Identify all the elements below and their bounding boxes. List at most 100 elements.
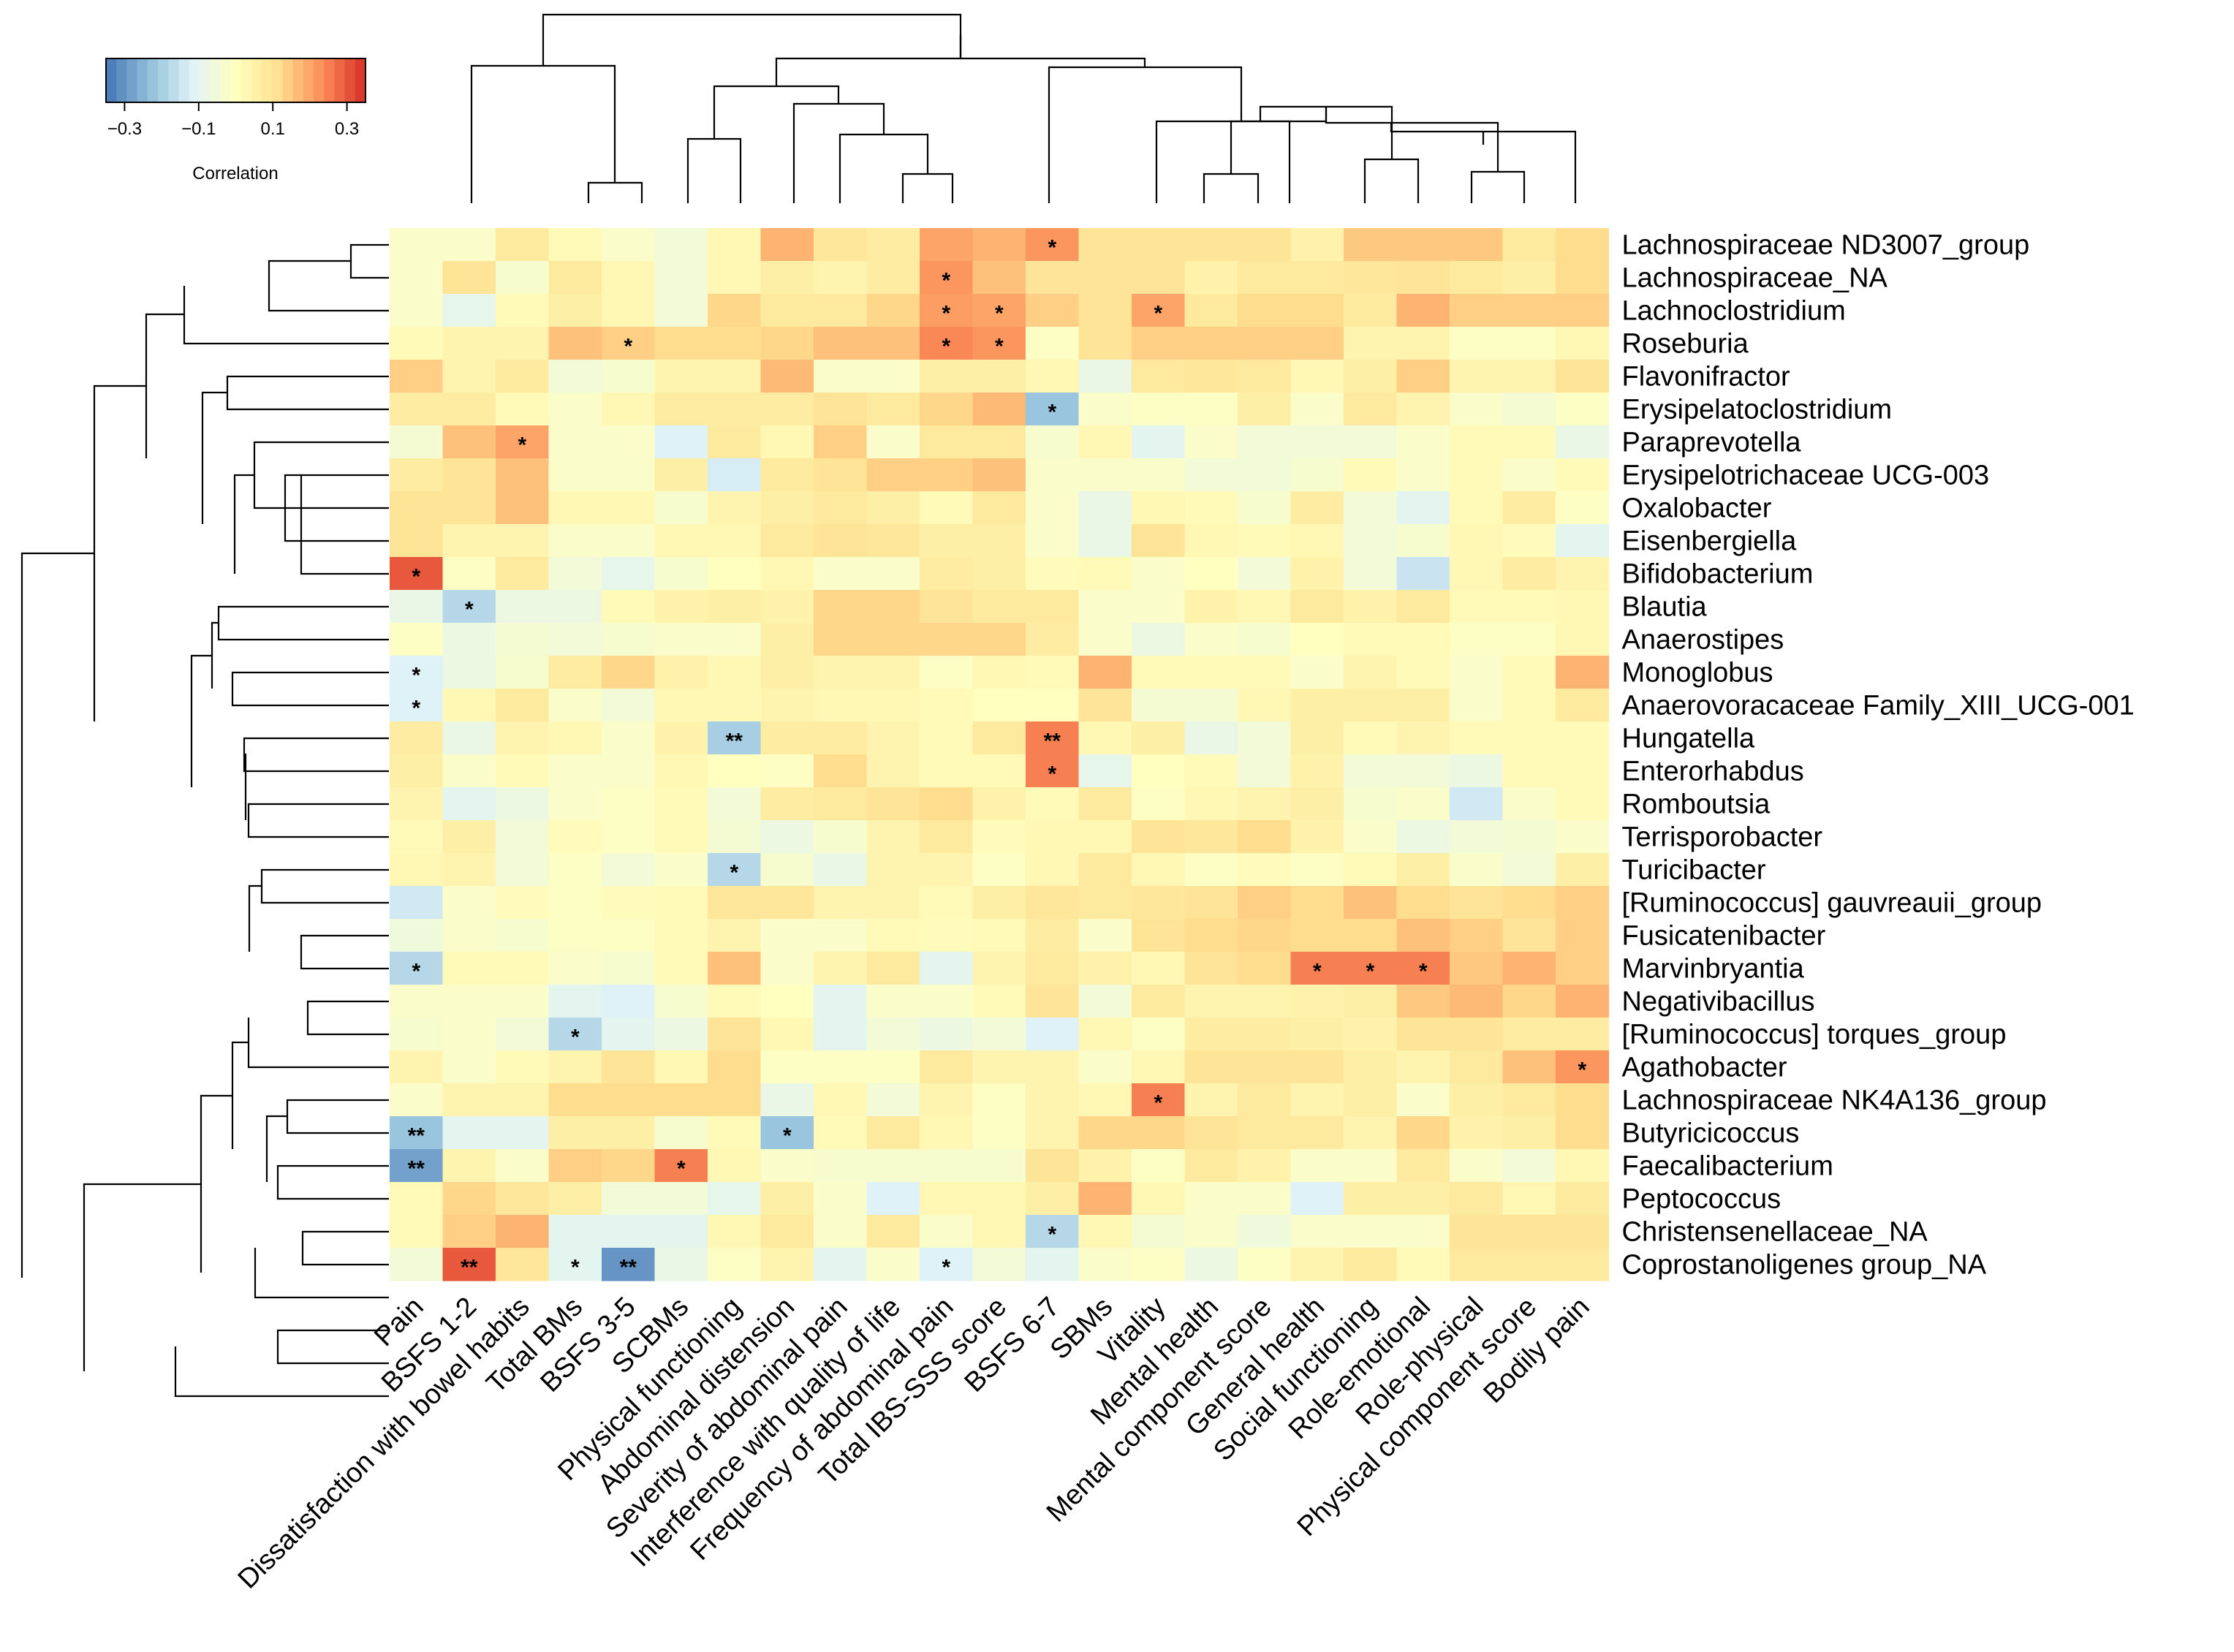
heatmap-cell bbox=[1344, 491, 1398, 525]
heatmap-cell bbox=[708, 853, 762, 887]
heatmap-cell bbox=[1450, 919, 1504, 952]
heatmap-cell bbox=[1344, 820, 1398, 854]
heatmap-cell bbox=[1396, 919, 1450, 952]
heatmap-cell bbox=[390, 952, 444, 985]
heatmap-cell bbox=[920, 1116, 974, 1150]
heatmap-cell bbox=[1450, 425, 1504, 459]
heatmap-cell bbox=[1078, 721, 1132, 755]
heatmap-cell bbox=[602, 425, 656, 459]
heatmap-cell bbox=[1344, 1182, 1398, 1216]
heatmap-cell bbox=[972, 1083, 1026, 1117]
heatmap-cell bbox=[1290, 886, 1344, 920]
legend-swatch bbox=[272, 58, 283, 102]
significance-mark: * bbox=[1048, 1223, 1056, 1247]
heatmap-cell bbox=[920, 458, 974, 492]
heatmap-cell bbox=[814, 228, 868, 262]
heatmap-cell bbox=[390, 491, 444, 525]
heatmap-cell bbox=[1290, 1018, 1344, 1051]
heatmap-cell bbox=[1344, 985, 1398, 1018]
heatmap-cell bbox=[866, 393, 920, 426]
row-label: Lachnospiraceae_NA bbox=[1622, 263, 1888, 294]
heatmap-cell bbox=[1078, 1248, 1132, 1281]
row-label: Romboutsia bbox=[1622, 789, 1771, 820]
heatmap-cell bbox=[602, 360, 656, 393]
heatmap-cell bbox=[708, 1248, 762, 1281]
heatmap-cell bbox=[654, 360, 708, 393]
heatmap-cell bbox=[1078, 1083, 1132, 1117]
heatmap-cell bbox=[708, 656, 762, 689]
heatmap-cell bbox=[390, 754, 444, 788]
heatmap-cell bbox=[548, 985, 602, 1018]
heatmap-cell bbox=[708, 491, 762, 525]
heatmap-cell bbox=[1396, 425, 1450, 459]
heatmap-cell bbox=[1078, 754, 1132, 788]
heatmap-cell bbox=[654, 557, 708, 591]
row-label: Hungatella bbox=[1622, 724, 1756, 754]
heatmap-cell bbox=[1556, 294, 1610, 327]
heatmap-cell bbox=[1078, 1018, 1132, 1051]
heatmap-cell bbox=[442, 952, 496, 985]
heatmap-cell bbox=[1184, 1050, 1238, 1084]
heatmap-cell bbox=[1502, 886, 1556, 920]
heatmap-cell bbox=[920, 656, 974, 689]
heatmap-cell bbox=[1290, 721, 1344, 755]
heatmap-cell bbox=[1078, 919, 1132, 952]
heatmap-cell bbox=[1502, 656, 1556, 689]
heatmap-cell bbox=[390, 689, 444, 722]
heatmap-cell bbox=[972, 1149, 1026, 1183]
heatmap-cell bbox=[814, 985, 868, 1018]
heatmap-cell bbox=[1556, 656, 1610, 689]
heatmap-cell bbox=[548, 1149, 602, 1183]
heatmap-cell bbox=[1290, 590, 1344, 624]
significance-mark: * bbox=[1154, 1091, 1162, 1115]
heatmap-cell bbox=[442, 721, 496, 755]
legend-swatch bbox=[314, 58, 325, 102]
heatmap-cell bbox=[1238, 952, 1292, 985]
heatmap-cell bbox=[814, 919, 868, 952]
heatmap-cell bbox=[654, 919, 708, 952]
heatmap-cell bbox=[602, 1149, 656, 1183]
significance-mark: * bbox=[1154, 302, 1162, 326]
heatmap-cell bbox=[760, 458, 814, 492]
heatmap-cell bbox=[1026, 886, 1080, 920]
heatmap-cell bbox=[602, 886, 656, 920]
heatmap-cell bbox=[1344, 524, 1398, 558]
heatmap-cell bbox=[708, 590, 762, 624]
heatmap-cell bbox=[1450, 656, 1504, 689]
heatmap-cell bbox=[1026, 294, 1080, 327]
heatmap-cell bbox=[1344, 1083, 1398, 1117]
heatmap-cell bbox=[442, 557, 496, 591]
heatmap-cell bbox=[708, 721, 762, 755]
heatmap-cell bbox=[1238, 1018, 1292, 1051]
heatmap-cell bbox=[548, 656, 602, 689]
heatmap-cell bbox=[1450, 1248, 1504, 1281]
heatmap-cell bbox=[972, 1182, 1026, 1216]
heatmap-cell bbox=[814, 689, 868, 722]
heatmap-cell bbox=[602, 1248, 656, 1281]
heatmap-cell bbox=[548, 327, 602, 360]
heatmap-cell bbox=[654, 425, 708, 459]
heatmap-cell bbox=[1450, 294, 1504, 327]
heatmap-cell bbox=[602, 491, 656, 525]
legend-swatch bbox=[116, 58, 127, 102]
heatmap-cell bbox=[654, 656, 708, 689]
heatmap-cell bbox=[920, 754, 974, 788]
heatmap-cell bbox=[1078, 656, 1132, 689]
legend-color-bar bbox=[106, 58, 366, 102]
heatmap-cell bbox=[972, 689, 1026, 722]
heatmap-cell bbox=[1344, 294, 1398, 327]
legend-swatch bbox=[106, 58, 117, 102]
heatmap-cell bbox=[1290, 754, 1344, 788]
heatmap-cell bbox=[1556, 787, 1610, 821]
heatmap-cell bbox=[1450, 261, 1504, 295]
heatmap-cell bbox=[1132, 458, 1186, 492]
heatmap-cell bbox=[654, 820, 708, 854]
heatmap-cell bbox=[1396, 1149, 1450, 1183]
heatmap-cell bbox=[1556, 1018, 1610, 1051]
heatmap-cell bbox=[920, 985, 974, 1018]
heatmap-cell bbox=[708, 1083, 762, 1117]
heatmap-cell bbox=[1556, 754, 1610, 788]
legend-swatch bbox=[220, 58, 231, 102]
heatmap-cell bbox=[442, 754, 496, 788]
heatmap-cell bbox=[1078, 689, 1132, 722]
